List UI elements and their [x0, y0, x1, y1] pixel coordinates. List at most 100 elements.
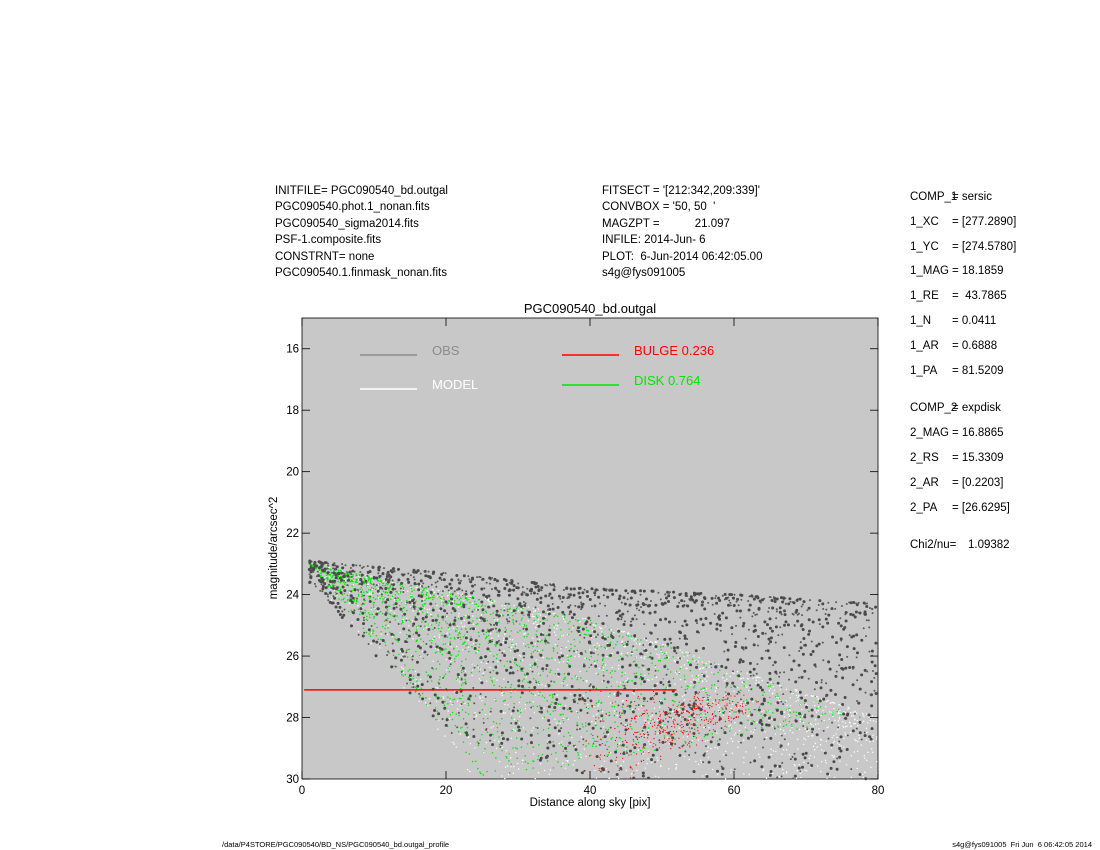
obs-point: [637, 703, 640, 706]
model-point: [779, 689, 782, 691]
chart-title: PGC090540_bd.outgal: [524, 301, 656, 316]
model-point: [762, 769, 764, 772]
obs-point: [869, 693, 872, 696]
model-point: [419, 678, 422, 680]
obs-point: [416, 644, 420, 648]
obs-point: [576, 629, 579, 632]
model-point: [706, 700, 708, 702]
disk-point: [398, 604, 401, 607]
model-point: [585, 755, 587, 758]
disk-point: [620, 714, 622, 717]
obs-point: [823, 751, 827, 755]
obs-point: [438, 682, 441, 685]
disk-point: [408, 619, 410, 621]
obs-point: [488, 576, 492, 580]
obs-point: [586, 594, 590, 598]
model-point: [580, 756, 582, 759]
model-point: [771, 718, 773, 720]
obs-point: [778, 675, 781, 678]
disk-point: [369, 582, 372, 585]
obs-point: [541, 616, 545, 620]
disk-point: [480, 605, 483, 608]
disk-point: [602, 736, 604, 739]
disk-point: [509, 617, 511, 619]
model-point: [415, 679, 417, 681]
disk-point: [564, 678, 566, 680]
param-value: = [277.2890]: [952, 215, 1017, 228]
disk-point: [385, 582, 388, 585]
bulge-point: [697, 705, 699, 707]
model-point: [607, 695, 610, 698]
disk-point: [449, 637, 452, 639]
bulge-point: [634, 716, 636, 718]
obs-point: [348, 570, 352, 574]
disk-point: [717, 671, 719, 674]
model-point: [862, 712, 864, 715]
obs-point: [369, 595, 372, 598]
model-point: [545, 616, 547, 618]
model-point: [644, 674, 646, 676]
obs-point: [597, 709, 600, 712]
disk-point: [513, 702, 515, 705]
obs-point: [769, 640, 773, 644]
obs-point: [500, 731, 504, 735]
obs-point: [629, 623, 633, 627]
disk-point: [506, 608, 509, 610]
disk-point: [640, 639, 642, 641]
obs-point: [392, 633, 395, 636]
disk-point: [557, 761, 559, 763]
disk-point: [568, 628, 570, 630]
model-point: [627, 652, 629, 654]
model-point: [562, 615, 564, 618]
obs-point: [499, 659, 502, 662]
obs-point: [529, 717, 532, 720]
model-point: [699, 667, 701, 670]
model-point: [682, 736, 684, 738]
model-point: [813, 701, 816, 703]
model-point: [740, 701, 742, 703]
obs-point: [649, 599, 652, 602]
model-point: [436, 687, 439, 689]
model-point: [700, 761, 703, 764]
obs-point: [359, 571, 362, 574]
obs-point: [784, 620, 788, 624]
obs-point: [589, 634, 593, 638]
obs-point: [550, 680, 553, 683]
model-point: [864, 757, 866, 759]
model-point: [465, 595, 468, 598]
model-point: [533, 611, 535, 613]
disk-point: [454, 660, 456, 663]
bulge-point: [707, 705, 710, 707]
model-point: [854, 738, 856, 741]
obs-point: [804, 713, 807, 716]
obs-point: [801, 652, 805, 656]
disk-point: [614, 721, 616, 723]
obs-point: [323, 582, 327, 586]
model-point: [593, 635, 596, 638]
obs-point: [729, 601, 732, 604]
obs-point: [422, 582, 425, 585]
disk-point: [733, 711, 735, 713]
bulge-point: [602, 720, 604, 722]
obs-point: [504, 637, 508, 641]
model-point: [401, 656, 403, 658]
disk-point: [394, 593, 397, 596]
disk-point: [600, 739, 603, 741]
disk-point: [711, 733, 714, 735]
bulge-point: [595, 720, 597, 722]
disk-point: [457, 634, 459, 636]
model-point: [858, 734, 860, 736]
disk-point: [606, 669, 608, 672]
obs-point: [775, 617, 778, 620]
disk-point: [460, 605, 463, 608]
obs-point: [570, 684, 574, 688]
model-point: [716, 747, 719, 749]
model-point: [377, 587, 380, 590]
model-point: [870, 766, 872, 769]
model-point: [748, 773, 750, 776]
model-point: [447, 710, 449, 712]
disk-point: [704, 713, 707, 715]
obs-point: [834, 607, 837, 610]
obs-point: [661, 602, 665, 606]
model-point: [471, 674, 473, 677]
